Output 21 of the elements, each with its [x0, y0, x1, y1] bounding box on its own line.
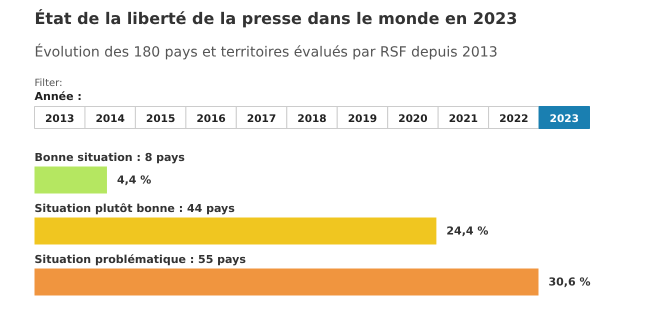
- text: 2019: [348, 113, 378, 125]
- y-tick-label: Situation problématique : 55 pays: [34, 253, 246, 266]
- text: 2020: [398, 113, 428, 125]
- text: 2023: [550, 113, 579, 125]
- y-tick-label: Situation plutôt bonne : 44 pays: [34, 202, 236, 215]
- data-label: 30,6 %: [548, 276, 590, 288]
- text: 2022: [499, 113, 528, 125]
- text: 2017: [246, 113, 276, 125]
- text: 2015: [146, 113, 176, 125]
- y-tick-label: Bonne situation : 8 pays: [34, 151, 186, 164]
- text: Année :: [34, 90, 82, 103]
- chart-subtitle: Évolution des 180 pays et territoires évalués par RSF depuis 2013: [34, 44, 498, 60]
- text: 2021: [448, 113, 478, 125]
- text: 2014: [96, 113, 125, 125]
- text: 2013: [45, 113, 74, 125]
- chart-title: État de la liberté de la presse dans le monde en 2023: [34, 9, 518, 28]
- data-label: 4,4 %: [116, 174, 152, 186]
- data-label: 24,4 %: [446, 224, 488, 238]
- text: 2016: [196, 113, 226, 125]
- text: Filter:: [34, 78, 62, 89]
- text: 2018: [297, 113, 327, 125]
